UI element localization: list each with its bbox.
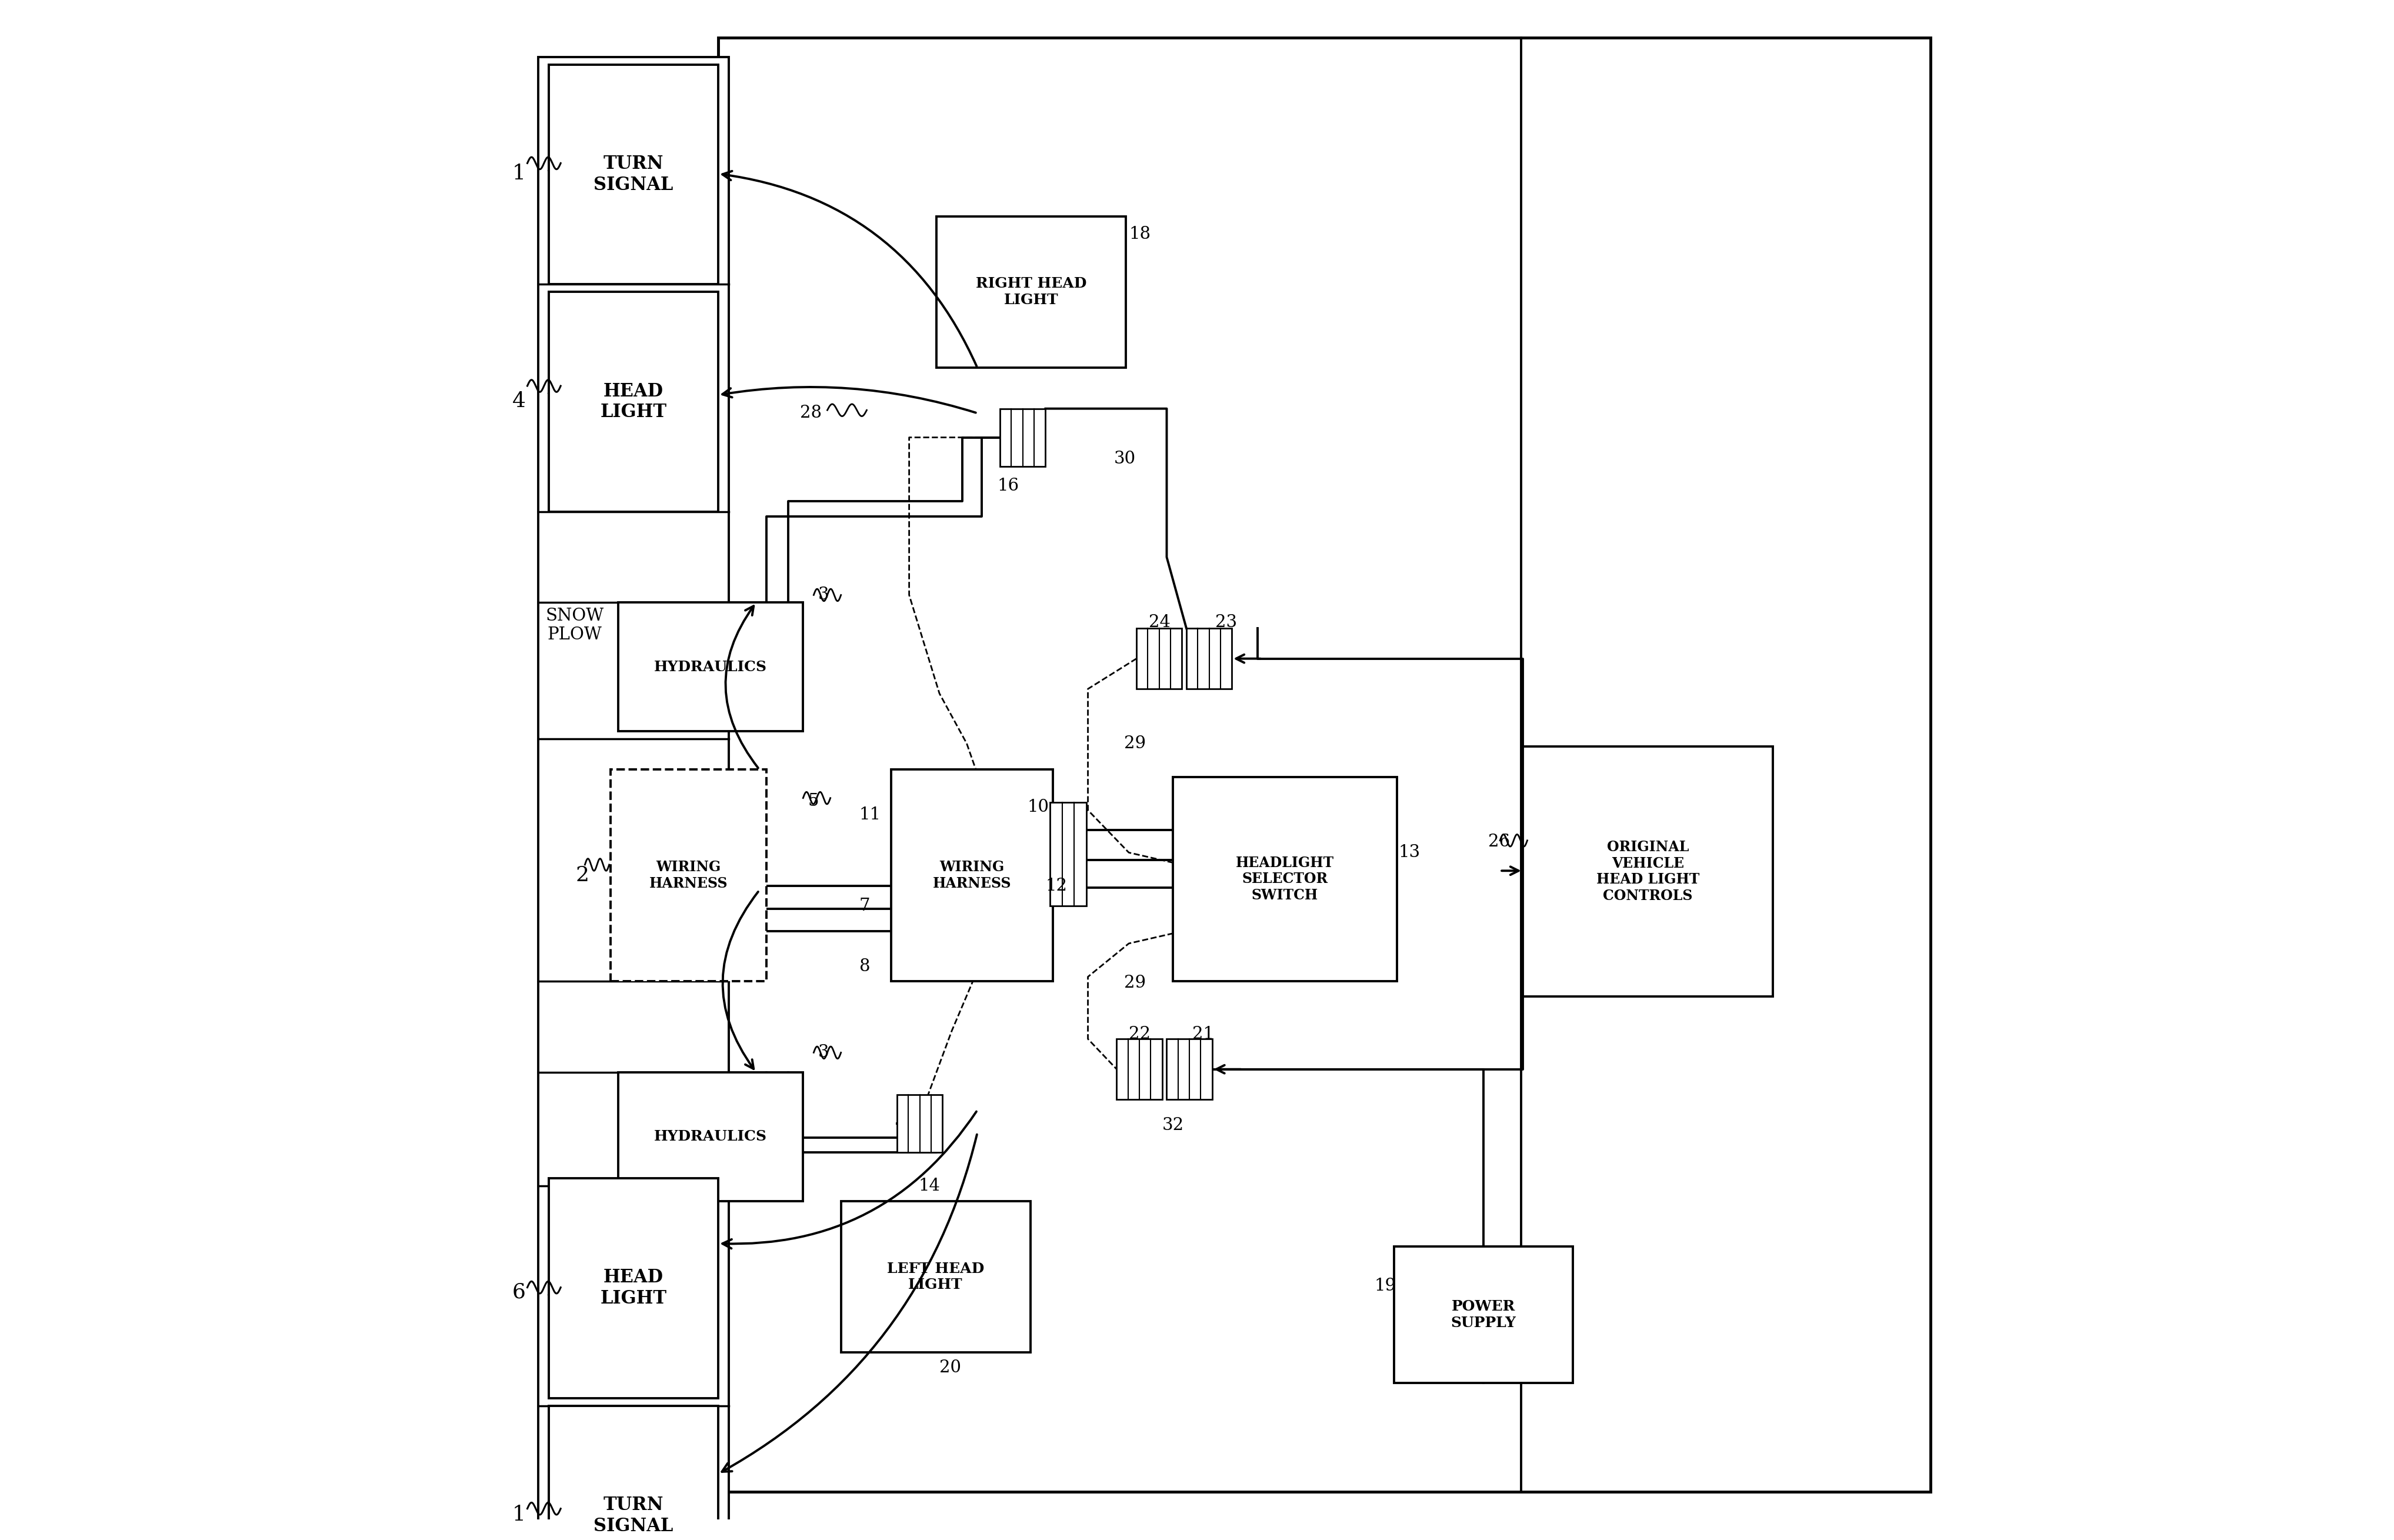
Text: 29: 29 xyxy=(1125,735,1147,752)
FancyBboxPatch shape xyxy=(1393,1246,1573,1383)
Text: 12: 12 xyxy=(1046,878,1068,895)
Text: 19: 19 xyxy=(1374,1278,1396,1294)
Text: ORIGINAL
VEHICLE
HEAD LIGHT
CONTROLS: ORIGINAL VEHICLE HEAD LIGHT CONTROLS xyxy=(1597,839,1700,902)
FancyBboxPatch shape xyxy=(936,216,1125,368)
Text: 4: 4 xyxy=(512,391,527,411)
Text: POWER
SUPPLY: POWER SUPPLY xyxy=(1451,1300,1515,1331)
FancyBboxPatch shape xyxy=(1173,776,1398,981)
Text: 14: 14 xyxy=(919,1178,941,1194)
FancyBboxPatch shape xyxy=(1116,1040,1161,1100)
FancyBboxPatch shape xyxy=(1137,628,1183,688)
Text: WIRING
HARNESS: WIRING HARNESS xyxy=(934,859,1010,890)
Text: 13: 13 xyxy=(1398,844,1420,861)
Text: 3: 3 xyxy=(819,1044,828,1061)
FancyBboxPatch shape xyxy=(618,1072,802,1201)
FancyBboxPatch shape xyxy=(1001,408,1046,467)
Text: 11: 11 xyxy=(859,807,881,822)
Text: 3: 3 xyxy=(819,587,828,604)
Text: 23: 23 xyxy=(1216,614,1238,630)
Text: WIRING
HARNESS: WIRING HARNESS xyxy=(649,859,728,890)
Text: 8: 8 xyxy=(859,958,869,975)
FancyBboxPatch shape xyxy=(718,37,1930,1492)
Text: 32: 32 xyxy=(1161,1116,1185,1133)
Text: 20: 20 xyxy=(938,1360,962,1375)
Text: HYDRAULICS: HYDRAULICS xyxy=(654,661,766,675)
Text: 7: 7 xyxy=(859,898,869,913)
Text: HEADLIGHT
SELECTOR
SWITCH: HEADLIGHT SELECTOR SWITCH xyxy=(1235,856,1333,902)
Text: 24: 24 xyxy=(1149,614,1171,630)
Text: 29: 29 xyxy=(1125,975,1147,992)
Text: 28: 28 xyxy=(800,405,821,422)
Text: 5: 5 xyxy=(807,793,819,810)
Text: TURN
SIGNAL: TURN SIGNAL xyxy=(594,1495,673,1535)
Text: HEAD
LIGHT: HEAD LIGHT xyxy=(601,1269,666,1307)
Text: 1: 1 xyxy=(512,1505,527,1525)
Text: 22: 22 xyxy=(1130,1026,1152,1043)
FancyBboxPatch shape xyxy=(891,770,1053,981)
FancyBboxPatch shape xyxy=(618,602,802,732)
Text: 10: 10 xyxy=(1027,799,1049,815)
FancyBboxPatch shape xyxy=(1187,628,1233,688)
FancyBboxPatch shape xyxy=(1166,1040,1211,1100)
FancyBboxPatch shape xyxy=(548,1406,718,1540)
Text: TURN
SIGNAL: TURN SIGNAL xyxy=(594,156,673,194)
Text: 26: 26 xyxy=(1489,833,1511,850)
FancyBboxPatch shape xyxy=(898,1095,943,1152)
Text: 16: 16 xyxy=(996,477,1020,494)
Text: 18: 18 xyxy=(1130,226,1152,243)
FancyBboxPatch shape xyxy=(610,770,766,981)
Text: SNOW
PLOW: SNOW PLOW xyxy=(546,608,603,644)
FancyBboxPatch shape xyxy=(1051,802,1087,906)
FancyBboxPatch shape xyxy=(539,57,728,1540)
Text: 1: 1 xyxy=(512,163,527,183)
Text: RIGHT HEAD
LIGHT: RIGHT HEAD LIGHT xyxy=(977,277,1087,306)
Text: 2: 2 xyxy=(577,865,589,885)
Text: HEAD
LIGHT: HEAD LIGHT xyxy=(601,382,666,422)
Text: LEFT HEAD
LIGHT: LEFT HEAD LIGHT xyxy=(888,1261,984,1292)
Text: HYDRAULICS: HYDRAULICS xyxy=(654,1130,766,1144)
FancyBboxPatch shape xyxy=(548,1178,718,1398)
FancyBboxPatch shape xyxy=(840,1201,1029,1352)
FancyBboxPatch shape xyxy=(548,293,718,511)
Text: 30: 30 xyxy=(1113,450,1135,467)
FancyBboxPatch shape xyxy=(548,65,718,285)
FancyBboxPatch shape xyxy=(1523,747,1772,996)
Text: 6: 6 xyxy=(512,1281,527,1301)
Text: 21: 21 xyxy=(1192,1026,1214,1043)
